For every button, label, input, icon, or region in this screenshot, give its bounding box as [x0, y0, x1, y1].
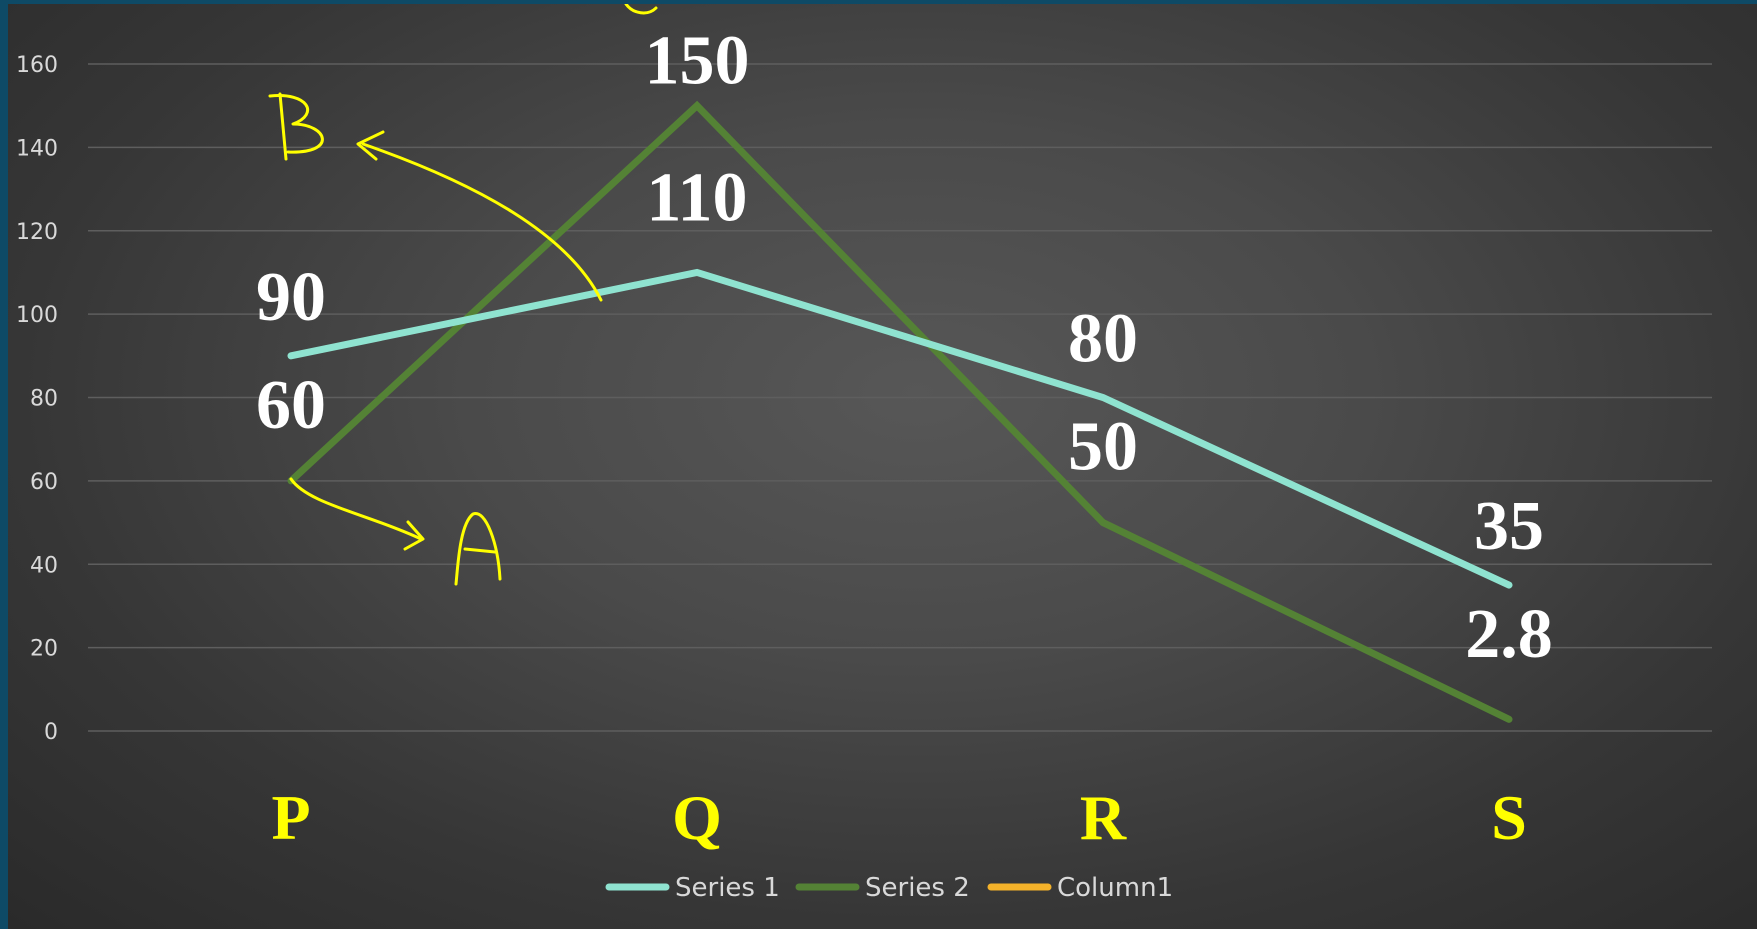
legend-label: Series 2: [865, 873, 970, 903]
legend-item-1[interactable]: Series 1: [605, 873, 780, 903]
data-label-series-2: 150: [645, 23, 750, 100]
arrow-to-a-annotation: [289, 477, 423, 541]
handwritten-annotations: [268, 4, 658, 586]
letter-b-bowls-annotation: [268, 94, 324, 154]
line-chart: 0 20 40 60 80 100 120 140 160 P Q R S 90 60 110 150 80 5…: [16, 4, 1712, 903]
y-tick-label: 0: [44, 720, 58, 745]
y-tick-label: 160: [16, 53, 58, 78]
series-line-2: [287, 100, 1513, 723]
y-tick-label: 20: [30, 637, 58, 662]
legend-item-2[interactable]: Series 2: [795, 873, 970, 903]
x-tick-label-s: S: [1491, 782, 1527, 853]
arrowhead-b-annotation: [356, 130, 385, 161]
arrowhead-a-annotation: [403, 520, 425, 551]
x-axis-ticks: P Q R S: [271, 782, 1526, 853]
x-tick-label-q: Q: [672, 782, 722, 853]
legend-label: Series 1: [675, 873, 780, 903]
data-label-series-1: 35: [1474, 488, 1544, 565]
data-label-series-2: 50: [1068, 409, 1138, 486]
y-tick-label: 60: [30, 470, 58, 495]
letter-a-crossbar-annotation: [463, 547, 497, 554]
y-tick-label: 80: [30, 387, 58, 412]
series-line-1: [287, 268, 1513, 589]
data-label-series-1: 90: [256, 259, 326, 336]
data-label-series-1: 110: [646, 159, 747, 236]
x-tick-label-p: P: [271, 782, 310, 853]
y-tick-label: 120: [16, 220, 58, 245]
arrow-to-b-annotation: [361, 142, 603, 302]
legend-label: Column1: [1057, 873, 1173, 903]
data-label-series-2: 60: [256, 367, 326, 444]
legend[interactable]: Series 1 Series 2 Column1: [605, 873, 1173, 903]
legend-item-3[interactable]: Column1: [987, 873, 1173, 903]
data-label-series-1: 80: [1068, 301, 1138, 378]
series-lines: [287, 100, 1513, 723]
letter-b-stem-annotation: [278, 92, 288, 161]
letter-a-annotation: [454, 512, 502, 586]
y-tick-label: 40: [30, 553, 58, 578]
y-axis-ticks: 0 20 40 60 80 100 120 140 160: [16, 53, 58, 745]
x-tick-label-r: R: [1080, 782, 1127, 853]
y-tick-label: 140: [16, 136, 58, 161]
top-annotation-fragment: [624, 4, 658, 15]
data-label-series-2: 2.8: [1465, 596, 1553, 673]
data-labels: 90 60 110 150 80 50 35 2.8: [256, 23, 1553, 673]
chart-area: 0 20 40 60 80 100 120 140 160 P Q R S 90 60 110 150 80 5…: [8, 4, 1757, 929]
y-tick-label: 100: [16, 303, 58, 328]
